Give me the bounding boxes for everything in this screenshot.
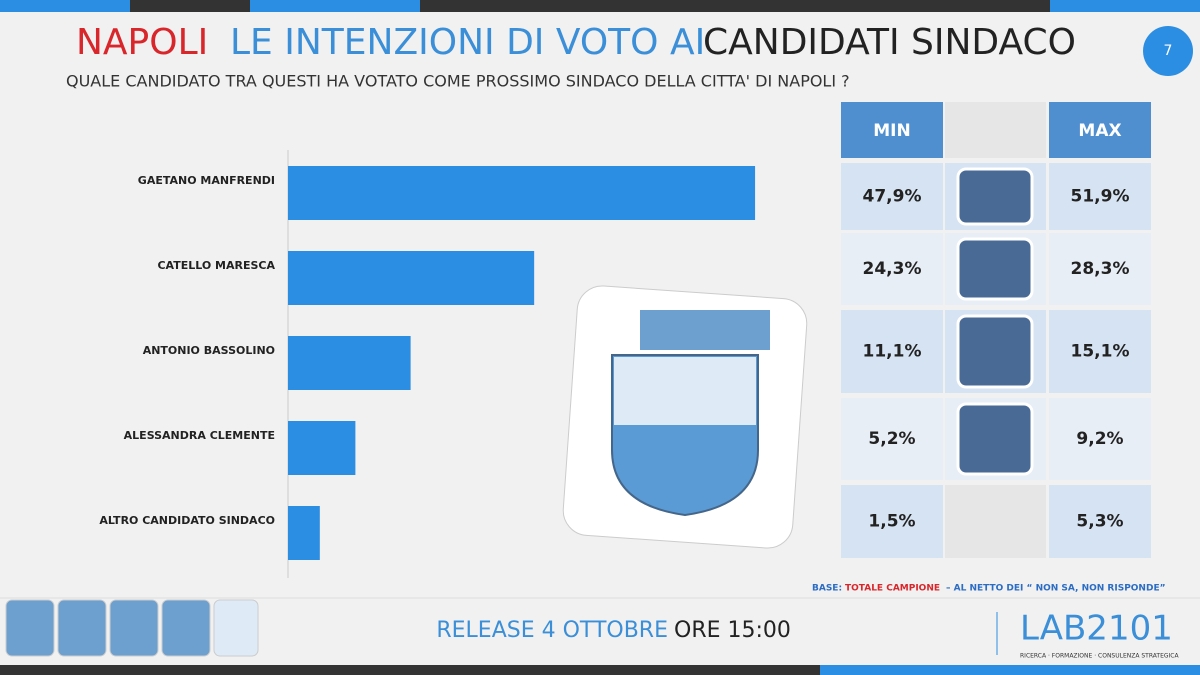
value-label: 15,1% [1071, 342, 1130, 362]
note-rest: – AL NETTO DEI “ NON SA, NON RISPONDE” [946, 584, 1166, 594]
logo-tagline: RICERCA · FORMAZIONE · CONSULENZA STRATE… [1020, 653, 1179, 660]
bar [288, 251, 535, 305]
category-label: ANTONIO BASSOLINO [143, 344, 275, 357]
top-accent [1050, 0, 1200, 12]
bar [288, 506, 320, 560]
title: LE INTENZIONI DI VOTO AI [230, 22, 705, 63]
category-label: ALTRO CANDIDATO SINDACO [99, 514, 275, 527]
subtitle: QUALE CANDIDATO TRA QUESTI HA VOTATO COM… [66, 72, 850, 91]
value-cell [1049, 163, 1151, 230]
bottom-bar [0, 665, 1200, 675]
value-label: 5,2% [868, 429, 915, 449]
bar [288, 421, 356, 475]
top-accent [250, 0, 420, 12]
header-cell [945, 102, 1046, 158]
top-bar [0, 0, 1200, 12]
note-base: BASE: [812, 584, 842, 594]
release-time: ORE 15:00 [674, 618, 791, 643]
page-number: 7 [1164, 43, 1173, 59]
candidate-photo [956, 167, 1034, 226]
value-label: 5,3% [1076, 512, 1123, 532]
coat-of-arms [562, 285, 808, 549]
photo-cell [945, 485, 1046, 558]
page-badge [1143, 26, 1193, 76]
title-city: NAPOLI [76, 22, 208, 63]
value-label: 51,9% [1071, 187, 1130, 207]
value-cell [1049, 310, 1151, 393]
value-cell [1049, 485, 1151, 558]
bar [288, 336, 411, 390]
value-cell [841, 233, 943, 305]
category-label: ALESSANDRA CLEMENTE [124, 429, 275, 442]
value-label: 47,9% [863, 187, 922, 207]
category-label: CATELLO MARESCA [157, 259, 275, 272]
value-label: 28,3% [1071, 259, 1130, 279]
value-cell [841, 485, 943, 558]
bar [288, 166, 756, 220]
value-label: 11,1% [863, 342, 922, 362]
value-cell [1049, 233, 1151, 305]
top-accent [0, 0, 130, 12]
header-cell [1049, 102, 1151, 158]
bottom-accent [820, 665, 1200, 675]
header-label: MAX [1078, 121, 1121, 141]
header-label: MIN [873, 121, 910, 141]
note-sample: TOTALE CAMPIONE [845, 584, 940, 594]
value-label: 24,3% [863, 259, 922, 279]
logo-name: LAB2101 [1020, 609, 1173, 649]
value-cell [841, 310, 943, 393]
candidate-photo [956, 237, 1034, 301]
header-cell [841, 102, 943, 158]
release-date: RELEASE 4 OTTOBRE [436, 618, 668, 643]
candidate-photo [956, 314, 1034, 389]
footer-icons [5, 599, 259, 657]
candidate-photo [956, 402, 1034, 476]
category-label: GAETANO MANFRENDI [138, 174, 275, 187]
value-cell [841, 163, 943, 230]
value-cell [1049, 398, 1151, 480]
title-end: CANDIDATI SINDACO [703, 22, 1076, 63]
value-cell [841, 398, 943, 480]
value-label: 1,5% [868, 512, 915, 532]
value-label: 9,2% [1076, 429, 1123, 449]
